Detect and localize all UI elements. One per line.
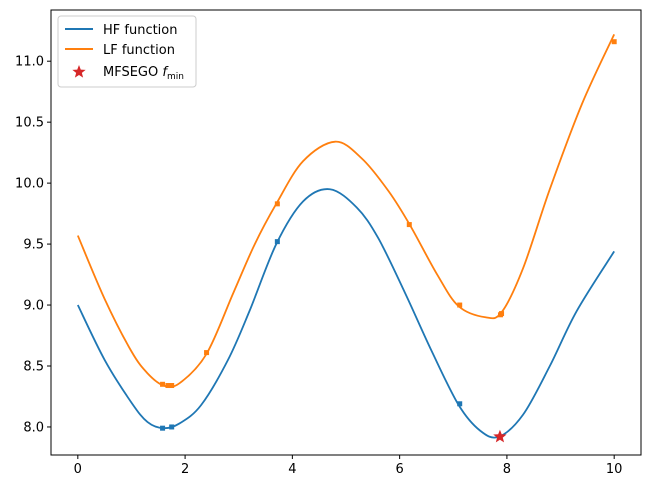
sample-point-hf — [160, 425, 166, 431]
y-tick-label: 10.0 — [15, 177, 44, 192]
sample-markers — [160, 39, 617, 431]
x-tick-label: 8 — [503, 462, 511, 477]
series-line-hf — [77, 188, 615, 439]
sample-point-lf — [457, 302, 463, 308]
x-tick-label: 2 — [181, 462, 189, 477]
optimum-layer — [493, 429, 507, 443]
sample-point-hf — [457, 401, 463, 407]
legend-optimum-f: f — [162, 65, 169, 80]
optimum-star — [493, 429, 507, 443]
sample-point-lf — [160, 381, 166, 387]
sample-point-lf — [274, 201, 280, 207]
sample-point-lf — [165, 383, 171, 389]
x-tick-label: 0 — [74, 462, 82, 477]
y-axis: 8.0 8.5 9.0 9.5 10.0 10.5 11.0 — [15, 55, 51, 435]
y-tick-label: 11.0 — [15, 55, 44, 70]
legend-optimum-name: MFSEGO — [103, 65, 158, 80]
legend-optimum-label: MFSEGO fmin — [103, 65, 184, 82]
x-axis: 0 2 4 6 8 10 — [74, 455, 623, 477]
legend-lf-label: LF function — [103, 43, 175, 58]
y-tick-label: 9.0 — [23, 299, 44, 314]
y-tick-label: 8.0 — [23, 420, 44, 435]
series-line-lf — [76, 34, 615, 388]
x-tick-label: 10 — [606, 462, 623, 477]
x-tick-label: 6 — [395, 462, 403, 477]
sample-point-lf — [406, 222, 412, 228]
y-tick-label: 10.5 — [15, 116, 44, 131]
sample-point-hf — [169, 424, 175, 430]
legend-box — [57, 15, 197, 88]
y-tick-label: 9.5 — [23, 238, 44, 253]
plot-frame — [50, 9, 642, 456]
sample-point-lf — [611, 39, 617, 45]
x-tick-label: 4 — [288, 462, 296, 477]
legend-star-icon — [72, 65, 86, 78]
sample-point-lf — [169, 383, 175, 389]
y-tick-label: 8.5 — [23, 360, 44, 375]
series-lines — [76, 34, 615, 439]
sample-point-hf — [274, 239, 280, 245]
legend: HF function LF function MFSEGO fmin — [57, 15, 197, 88]
sample-point-lf — [499, 311, 505, 317]
sample-point-lf — [204, 350, 210, 356]
legend-hf-label: HF function — [103, 23, 178, 38]
legend-optimum-subscript: min — [167, 72, 184, 82]
